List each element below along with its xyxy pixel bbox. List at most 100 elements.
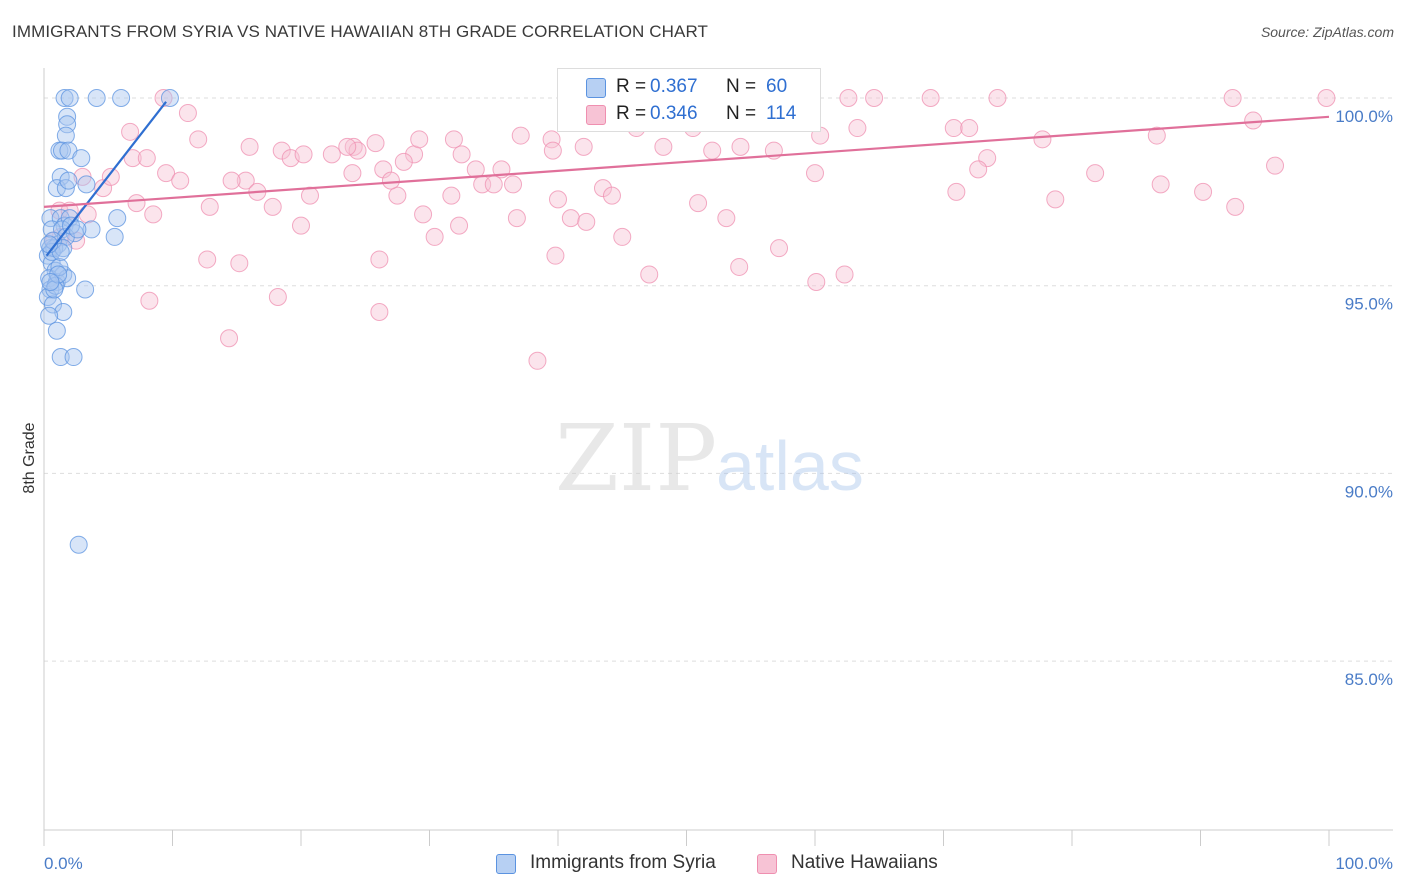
x-tick-labels: 0.0% 100.0% bbox=[44, 854, 1393, 873]
data-point bbox=[546, 246, 565, 265]
data-point bbox=[839, 89, 858, 108]
data-point bbox=[105, 227, 124, 246]
data-point bbox=[343, 164, 362, 183]
data-point bbox=[56, 179, 75, 198]
data-point bbox=[64, 348, 83, 367]
data-point bbox=[394, 152, 413, 171]
data-point bbox=[178, 104, 197, 123]
data-point bbox=[1033, 130, 1052, 149]
data-point bbox=[1151, 175, 1170, 194]
data-point bbox=[848, 119, 867, 138]
data-point bbox=[157, 164, 176, 183]
data-point bbox=[50, 257, 69, 276]
data-point bbox=[72, 149, 91, 168]
data-point bbox=[108, 209, 127, 228]
data-point bbox=[703, 141, 722, 160]
trend-line bbox=[43, 115, 1330, 208]
data-point bbox=[640, 265, 659, 284]
data-point bbox=[40, 306, 59, 325]
data-point bbox=[1317, 89, 1336, 108]
data-point bbox=[272, 141, 291, 160]
data-point bbox=[144, 205, 163, 224]
data-point bbox=[528, 351, 547, 370]
data-point bbox=[947, 182, 966, 201]
data-point bbox=[511, 126, 530, 145]
legend-r-label: R = bbox=[616, 103, 647, 124]
data-point bbox=[240, 137, 259, 156]
data-point bbox=[835, 265, 854, 284]
data-point bbox=[140, 291, 159, 310]
data-point bbox=[189, 130, 208, 149]
data-point bbox=[51, 348, 70, 367]
data-point bbox=[69, 535, 88, 554]
data-point bbox=[1086, 164, 1105, 183]
stats-legend: R = 0.367 N = 60 R = 0.346 N = 114 bbox=[557, 68, 821, 132]
legend-swatch-blue bbox=[586, 78, 606, 98]
watermark-zip: ZIP bbox=[555, 405, 717, 512]
axes bbox=[43, 68, 1393, 846]
data-point bbox=[59, 171, 78, 190]
data-point bbox=[112, 89, 131, 108]
data-point bbox=[263, 197, 282, 216]
data-point bbox=[442, 186, 461, 205]
trend-line bbox=[45, 101, 167, 257]
bottom-legend-swatch-blue bbox=[496, 854, 516, 874]
data-point bbox=[425, 227, 444, 246]
data-point bbox=[370, 250, 389, 269]
data-point bbox=[593, 179, 612, 198]
data-point bbox=[466, 160, 485, 179]
data-point bbox=[236, 171, 255, 190]
series-immigrants-from-syria bbox=[38, 89, 179, 554]
data-point bbox=[56, 126, 75, 145]
data-point bbox=[452, 145, 471, 164]
data-point bbox=[77, 175, 96, 194]
watermark: ZIP atlas bbox=[555, 405, 864, 512]
data-point bbox=[41, 272, 60, 291]
data-point bbox=[654, 137, 673, 156]
legend-swatch-pink bbox=[586, 105, 606, 125]
data-point bbox=[348, 141, 367, 160]
data-point bbox=[322, 145, 341, 164]
data-point bbox=[613, 227, 632, 246]
data-point bbox=[543, 141, 562, 160]
data-point bbox=[1046, 190, 1065, 209]
data-point bbox=[292, 216, 310, 235]
data-point bbox=[381, 171, 400, 190]
data-point bbox=[198, 250, 217, 269]
data-point bbox=[101, 167, 120, 186]
data-point bbox=[574, 137, 593, 156]
data-point bbox=[49, 265, 68, 284]
data-point bbox=[220, 329, 239, 348]
data-point bbox=[300, 186, 319, 205]
data-point bbox=[577, 212, 596, 231]
data-point bbox=[969, 160, 988, 179]
data-point bbox=[200, 197, 219, 216]
data-point bbox=[414, 205, 433, 224]
legend-r-label: R = bbox=[616, 76, 647, 97]
data-point bbox=[60, 89, 79, 108]
data-point bbox=[689, 194, 708, 213]
legend-n-label: N = bbox=[726, 103, 757, 124]
bottom-legend-label: Immigrants from Syria bbox=[530, 852, 716, 873]
data-point bbox=[76, 280, 95, 299]
data-point bbox=[230, 254, 249, 273]
data-point bbox=[87, 89, 106, 108]
legend-n-value: 60 bbox=[766, 76, 788, 97]
legend-r-value: 0.367 bbox=[650, 76, 698, 97]
x-tick-label-right: 100.0% bbox=[1335, 854, 1393, 873]
legend-n-value: 114 bbox=[766, 103, 797, 124]
watermark-atlas: atlas bbox=[716, 427, 864, 505]
data-point bbox=[561, 209, 580, 228]
data-point bbox=[82, 220, 101, 239]
data-point bbox=[806, 164, 824, 183]
bottom-legend-swatch-pink bbox=[757, 854, 777, 874]
data-point bbox=[602, 186, 621, 205]
data-point bbox=[921, 89, 940, 108]
data-point bbox=[78, 205, 97, 224]
legend-row-syria: R = 0.367 N = 60 bbox=[558, 75, 820, 103]
data-point bbox=[1147, 126, 1166, 145]
data-point bbox=[123, 149, 142, 168]
data-point bbox=[549, 190, 567, 209]
y-tick-label: 85.0% bbox=[1345, 670, 1393, 689]
